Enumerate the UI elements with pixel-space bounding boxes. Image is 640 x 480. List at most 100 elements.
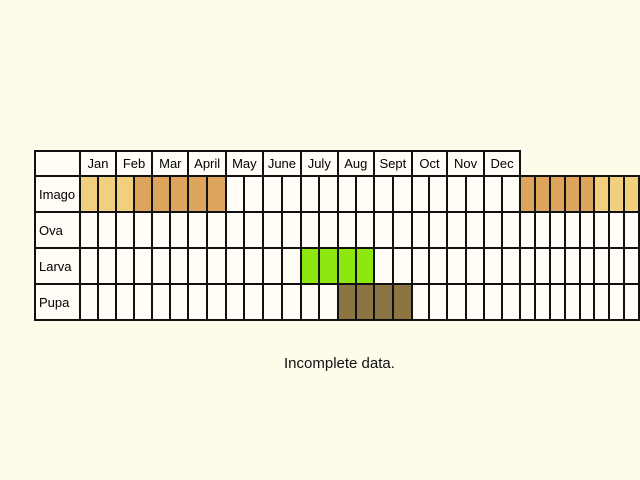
period-cell-empty xyxy=(280,211,303,249)
stage-row: Pupa xyxy=(33,283,640,321)
period-cell-empty xyxy=(169,247,190,285)
period-cell-empty xyxy=(336,211,357,249)
month-header: Oct xyxy=(410,150,449,177)
period-cell-imago-dark xyxy=(548,175,566,213)
period-cell-empty xyxy=(501,283,522,321)
period-cell-imago-dark xyxy=(563,175,581,213)
period-cell-empty xyxy=(578,247,596,285)
period-cell-empty xyxy=(261,247,283,285)
month-header: Dec xyxy=(482,150,522,177)
stage-label: Imago xyxy=(33,175,82,213)
period-cell-imago-dark xyxy=(578,175,596,213)
period-cell-empty xyxy=(354,175,376,213)
period-cell-imago-light xyxy=(114,175,136,213)
period-cell-empty xyxy=(482,283,504,321)
period-cell-empty xyxy=(133,247,154,285)
period-cell-empty xyxy=(187,247,209,285)
period-cell-larva xyxy=(300,247,321,285)
period-cell-empty xyxy=(608,211,625,249)
period-cell-empty xyxy=(79,211,99,249)
period-cell-empty xyxy=(280,283,303,321)
period-cell-empty xyxy=(501,211,522,249)
period-cell-pupa xyxy=(354,283,376,321)
life-cycle-calendar: Jan Feb Mar April May June July Aug Sept Oct Nov De… xyxy=(33,150,640,321)
period-cell-empty xyxy=(243,283,264,321)
period-cell-pupa xyxy=(336,283,357,321)
period-cell-empty xyxy=(187,211,209,249)
period-cell-empty xyxy=(519,211,537,249)
period-cell-empty xyxy=(563,211,581,249)
period-cell-empty xyxy=(243,175,264,213)
period-cell-empty xyxy=(300,211,321,249)
period-cell-empty xyxy=(578,283,596,321)
month-header: April xyxy=(187,150,227,177)
month-header: Jan xyxy=(79,150,117,177)
period-cell-empty xyxy=(318,283,339,321)
period-cell-empty xyxy=(133,211,154,249)
period-cell-empty xyxy=(318,211,339,249)
period-cell-empty xyxy=(501,175,522,213)
period-cell-larva xyxy=(354,247,376,285)
period-cell-empty xyxy=(261,211,283,249)
period-cell-empty xyxy=(336,175,357,213)
period-cell-empty xyxy=(482,247,504,285)
period-cell-empty xyxy=(464,175,485,213)
calendar-table: Jan Feb Mar April May June July Aug Sept Oct Nov De… xyxy=(33,150,640,321)
period-cell-empty xyxy=(593,211,611,249)
period-cell-empty xyxy=(151,247,172,285)
period-cell-empty xyxy=(318,175,339,213)
period-cell-empty xyxy=(563,247,581,285)
period-cell-empty xyxy=(97,211,117,249)
month-header: Nov xyxy=(446,150,485,177)
period-cell-empty xyxy=(206,247,227,285)
period-cell-empty xyxy=(300,175,321,213)
period-cell-empty xyxy=(261,175,283,213)
period-cell-empty xyxy=(482,211,504,249)
period-cell-empty xyxy=(224,283,246,321)
period-cell-empty xyxy=(169,283,190,321)
period-cell-empty xyxy=(354,211,376,249)
period-cell-empty xyxy=(261,283,283,321)
period-cell-larva xyxy=(336,247,357,285)
period-cell-empty xyxy=(280,175,303,213)
stage-row: Larva xyxy=(33,247,640,285)
period-cell-empty xyxy=(79,247,99,285)
period-cell-imago-light xyxy=(97,175,117,213)
period-cell-empty xyxy=(464,283,485,321)
period-cell-imago-dark xyxy=(169,175,190,213)
period-cell-imago-light xyxy=(608,175,625,213)
note-text: Incomplete data. xyxy=(284,355,395,372)
period-cell-empty xyxy=(446,247,467,285)
period-cell-empty xyxy=(428,247,449,285)
period-cell-imago-dark xyxy=(206,175,227,213)
period-cell-empty xyxy=(243,247,264,285)
period-cell-imago-dark xyxy=(187,175,209,213)
period-cell-imago-light xyxy=(79,175,99,213)
month-header: June xyxy=(261,150,303,177)
period-cell-empty xyxy=(206,283,227,321)
period-cell-imago-dark xyxy=(519,175,537,213)
period-cell-empty xyxy=(133,283,154,321)
period-cell-empty xyxy=(534,211,551,249)
period-cell-imago-dark xyxy=(151,175,172,213)
period-cell-empty xyxy=(300,283,321,321)
period-cell-empty xyxy=(548,211,566,249)
period-cell-empty xyxy=(373,211,394,249)
month-header: May xyxy=(224,150,264,177)
period-cell-empty xyxy=(608,247,625,285)
period-cell-empty xyxy=(428,175,449,213)
period-cell-empty xyxy=(446,175,467,213)
period-cell-imago-dark xyxy=(133,175,154,213)
period-cell-empty xyxy=(224,247,246,285)
period-cell-imago-dark xyxy=(534,175,551,213)
period-cell-empty xyxy=(114,247,136,285)
period-cell-empty xyxy=(464,247,485,285)
period-cell-empty xyxy=(563,283,581,321)
period-cell-empty xyxy=(622,211,640,249)
period-cell-empty xyxy=(519,247,537,285)
period-cell-empty xyxy=(280,247,303,285)
period-cell-empty xyxy=(391,211,413,249)
stage-label: Larva xyxy=(33,247,82,285)
stage-row: Ova xyxy=(33,211,640,249)
period-cell-empty xyxy=(464,211,485,249)
